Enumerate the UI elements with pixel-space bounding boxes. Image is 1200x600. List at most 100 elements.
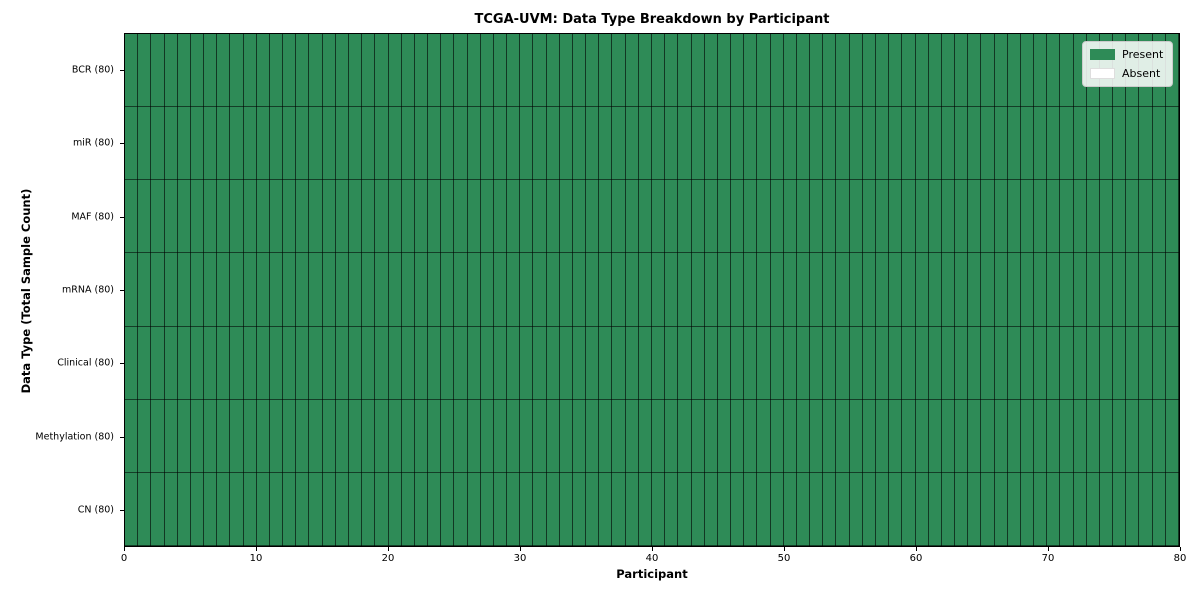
- heatmap-cell: [744, 399, 758, 473]
- heatmap-cell: [599, 472, 613, 546]
- heatmap-cell: [757, 472, 771, 546]
- heatmap-cell: [493, 107, 508, 181]
- heatmap-cell: [309, 326, 323, 400]
- heatmap-cell: [744, 180, 758, 254]
- heatmap-cell: [810, 253, 824, 327]
- heatmap-cell: [1126, 180, 1140, 254]
- heatmap-cell: [1007, 180, 1021, 254]
- heatmap-cell: [283, 472, 297, 546]
- heatmap-cell: [414, 253, 429, 327]
- heatmap-cell: [428, 107, 442, 181]
- heatmap-cell: [1165, 472, 1179, 546]
- heatmap-cell: [612, 34, 626, 108]
- heatmap-cell: [783, 253, 797, 327]
- heatmap-cell: [322, 180, 336, 254]
- heatmap-cell: [1099, 472, 1114, 546]
- heatmap-cell: [480, 253, 494, 327]
- heatmap-cell: [810, 472, 824, 546]
- heatmap-cell: [388, 107, 402, 181]
- absent-swatch-icon: [1090, 68, 1115, 79]
- heatmap-cell: [480, 472, 494, 546]
- heatmap-cell: [823, 399, 837, 473]
- heatmap-cell: [849, 399, 863, 473]
- x-tick-label: 0: [120, 553, 128, 564]
- heatmap-cell: [823, 253, 837, 327]
- heatmap-cell: [362, 107, 376, 181]
- heatmap-cell: [625, 399, 639, 473]
- heatmap-cell: [441, 399, 455, 473]
- heatmap-cell: [1020, 399, 1035, 473]
- heatmap-cell: [190, 472, 205, 546]
- heatmap-cell: [955, 399, 969, 473]
- heatmap-cell: [717, 399, 732, 473]
- heatmap-cell: [915, 399, 929, 473]
- heatmap-cell: [151, 107, 165, 181]
- heatmap-cell: [1034, 399, 1048, 473]
- heatmap-cell: [335, 253, 349, 327]
- heatmap-cell: [480, 399, 494, 473]
- heatmap-cell: [955, 107, 969, 181]
- heatmap-cell: [796, 180, 811, 254]
- heatmap-cell: [941, 34, 956, 108]
- heatmap-cell: [204, 180, 218, 254]
- heatmap-cell: [243, 472, 257, 546]
- heatmap-cell: [322, 34, 336, 108]
- heatmap-cell: [138, 107, 152, 181]
- heatmap-cell: [467, 399, 481, 473]
- heatmap-cell: [612, 326, 626, 400]
- heatmap-cell: [520, 472, 534, 546]
- heatmap-cell: [691, 107, 705, 181]
- heatmap-cell: [889, 326, 903, 400]
- heatmap-cell: [177, 253, 191, 327]
- heatmap-cell: [796, 107, 811, 181]
- heatmap-cell: [757, 107, 771, 181]
- heatmap-cell: [1047, 399, 1061, 473]
- heatmap-cell: [744, 34, 758, 108]
- heatmap-cell: [704, 253, 718, 327]
- heatmap-cell: [217, 180, 231, 254]
- heatmap-cell: [138, 180, 152, 254]
- heatmap-cell: [388, 180, 402, 254]
- heatmap-cell: [744, 107, 758, 181]
- heatmap-cell: [269, 34, 284, 108]
- x-tick-label: 20: [381, 553, 395, 564]
- heatmap-cell: [731, 34, 745, 108]
- heatmap-cell: [1060, 399, 1074, 473]
- y-tick-mark: [120, 216, 124, 218]
- heatmap-cell: [138, 253, 152, 327]
- heatmap-cell: [1099, 107, 1114, 181]
- heatmap-cell: [1073, 180, 1087, 254]
- heatmap-cell: [256, 326, 270, 400]
- x-tick-label: 10: [249, 553, 263, 564]
- heatmap-cell: [1086, 399, 1100, 473]
- heatmap-cell: [125, 472, 139, 546]
- heatmap-cell: [586, 253, 600, 327]
- heatmap-cell: [164, 107, 178, 181]
- heatmap-cell: [177, 34, 191, 108]
- heatmap-cell: [731, 326, 745, 400]
- heatmap-cell: [164, 253, 178, 327]
- heatmap-cell: [810, 34, 824, 108]
- heatmap-cell: [691, 399, 705, 473]
- heatmap-cell: [480, 180, 494, 254]
- heatmap-cell: [204, 253, 218, 327]
- heatmap-cell: [572, 107, 587, 181]
- heatmap-cell: [296, 253, 310, 327]
- heatmap-cell: [783, 34, 797, 108]
- heatmap-cell: [283, 34, 297, 108]
- heatmap-cell: [1165, 180, 1179, 254]
- heatmap-cell: [875, 107, 890, 181]
- heatmap-cell: [981, 34, 995, 108]
- heatmap-cell: [1073, 107, 1087, 181]
- heatmap-cell: [994, 253, 1008, 327]
- heatmap-cell: [125, 34, 139, 108]
- y-tick-label: BCR (80): [71, 64, 114, 76]
- y-tick-mark: [120, 436, 124, 438]
- x-tick-label: 50: [777, 553, 791, 564]
- heatmap-cell: [125, 399, 139, 473]
- heatmap-cell: [348, 326, 363, 400]
- heatmap-cell: [428, 326, 442, 400]
- heatmap-cell: [770, 326, 784, 400]
- heatmap-cell: [467, 107, 481, 181]
- heatmap-cell: [691, 472, 705, 546]
